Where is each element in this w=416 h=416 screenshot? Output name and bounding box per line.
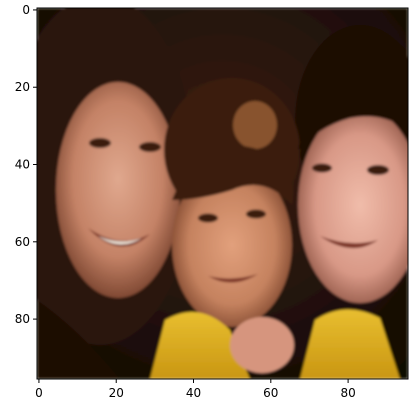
x-tick-label: 20 <box>109 386 124 400</box>
right-child-mouth <box>320 236 378 249</box>
right-child-face <box>298 107 408 303</box>
right-child-shirt <box>300 309 400 379</box>
x-tick-label: 0 <box>35 386 43 400</box>
left-child-eye-right <box>139 142 161 152</box>
y-tick-label: 60 <box>15 235 30 249</box>
y-tick-label: 20 <box>15 80 30 94</box>
x-axis-ticks: 0 20 40 60 80 <box>35 379 356 400</box>
photo <box>37 8 408 379</box>
lower-shadow <box>37 300 120 379</box>
middle-child-hair-highlight <box>233 101 277 149</box>
middle-child-bangs <box>172 145 294 205</box>
middle-child-eye-left <box>198 213 218 223</box>
x-tick-label: 80 <box>340 386 355 400</box>
middle-child-face <box>172 163 292 327</box>
middle-child-mouth <box>208 274 258 283</box>
middle-child-shirt <box>150 312 250 379</box>
left-child-eye-left <box>89 138 111 148</box>
y-tick-label: 40 <box>15 158 30 172</box>
axes-frame <box>36 7 409 380</box>
left-child-mouth <box>88 228 150 247</box>
hand <box>230 317 294 373</box>
middle-child-eye-right <box>246 209 266 219</box>
left-child-teeth <box>98 236 142 245</box>
y-axis-ticks: 0 20 40 60 80 <box>15 3 37 326</box>
right-child-eye-left <box>312 163 332 173</box>
x-tick-label: 60 <box>263 386 278 400</box>
x-tick-label: 40 <box>186 386 201 400</box>
y-tick-label: 80 <box>15 312 30 326</box>
right-child-eye-right <box>367 165 389 175</box>
left-child-face <box>56 82 180 298</box>
right-child-bangs <box>298 89 408 150</box>
y-tick-label: 0 <box>22 3 30 17</box>
